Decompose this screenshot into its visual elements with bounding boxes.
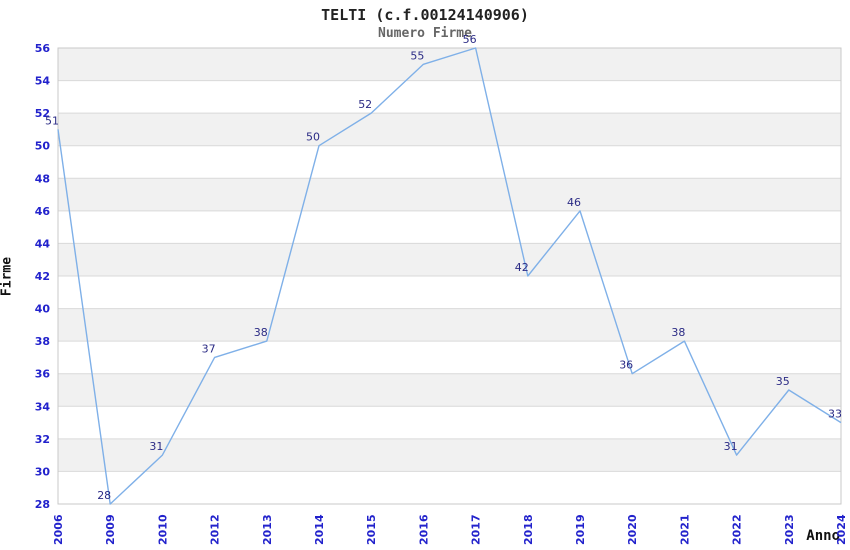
data-point-label: 31 (724, 440, 738, 453)
plot-band (58, 178, 841, 211)
plot-band (58, 48, 841, 81)
x-tick-label: 2018 (522, 514, 535, 545)
data-point-label: 50 (306, 131, 320, 144)
y-tick-label: 38 (35, 335, 50, 348)
y-tick-label: 34 (35, 400, 51, 413)
data-point-label: 35 (776, 375, 790, 388)
y-tick-label: 28 (35, 498, 50, 511)
x-tick-label: 2024 (835, 514, 848, 545)
data-point-label: 52 (358, 98, 372, 111)
data-point-label: 42 (515, 261, 529, 274)
y-tick-label: 30 (35, 465, 51, 478)
y-tick-label: 56 (35, 42, 51, 55)
x-tick-label: 2020 (626, 514, 639, 545)
y-tick-label: 42 (35, 270, 50, 283)
data-point-label: 33 (828, 408, 842, 421)
x-tick-label: 2016 (417, 514, 430, 545)
data-point-label: 56 (463, 33, 477, 46)
plot-band (58, 308, 841, 342)
data-point-label: 46 (567, 196, 581, 209)
x-tick-label: 2006 (52, 514, 65, 545)
data-point-label: 37 (202, 342, 216, 355)
x-tick-label: 2017 (470, 514, 483, 545)
plot-band (58, 243, 841, 276)
x-tick-label: 2010 (156, 514, 169, 545)
data-point-label: 51 (45, 114, 59, 127)
x-tick-label: 2012 (209, 514, 222, 545)
chart-subtitle: Numero Firme (378, 26, 472, 41)
y-tick-label: 50 (35, 140, 51, 153)
y-tick-label: 52 (35, 107, 50, 120)
x-tick-label: 2022 (731, 514, 744, 545)
x-tick-label: 2013 (261, 514, 274, 545)
y-tick-label: 54 (35, 75, 51, 88)
x-axis-title: Anno (806, 528, 840, 544)
y-tick-label: 32 (35, 433, 50, 446)
data-point-label: 36 (619, 359, 633, 372)
data-point-label: 38 (254, 326, 268, 339)
x-tick-label: 2009 (104, 514, 117, 545)
data-point-label: 28 (97, 489, 111, 502)
x-tick-label: 2014 (313, 514, 326, 545)
series-line (57, 47, 842, 505)
x-tick-label: 2015 (365, 514, 378, 545)
y-tick-label: 46 (35, 205, 51, 218)
y-tick-label: 48 (35, 172, 50, 185)
y-tick-label: 44 (35, 237, 51, 250)
x-tick-label: 2021 (678, 514, 691, 545)
plot-band (58, 438, 841, 472)
plot-border (57, 47, 842, 505)
plot-band (58, 113, 841, 146)
data-point-label: 55 (410, 49, 424, 62)
plot-band (58, 373, 841, 407)
data-point-label: 38 (671, 326, 685, 339)
data-point-label: 31 (149, 440, 163, 453)
y-tick-label: 36 (35, 368, 51, 381)
x-tick-label: 2019 (574, 514, 587, 545)
chart-title: TELTI (c.f.00124140906) (321, 6, 529, 24)
x-tick-label: 2023 (783, 514, 796, 545)
y-tick-label: 40 (35, 303, 51, 316)
